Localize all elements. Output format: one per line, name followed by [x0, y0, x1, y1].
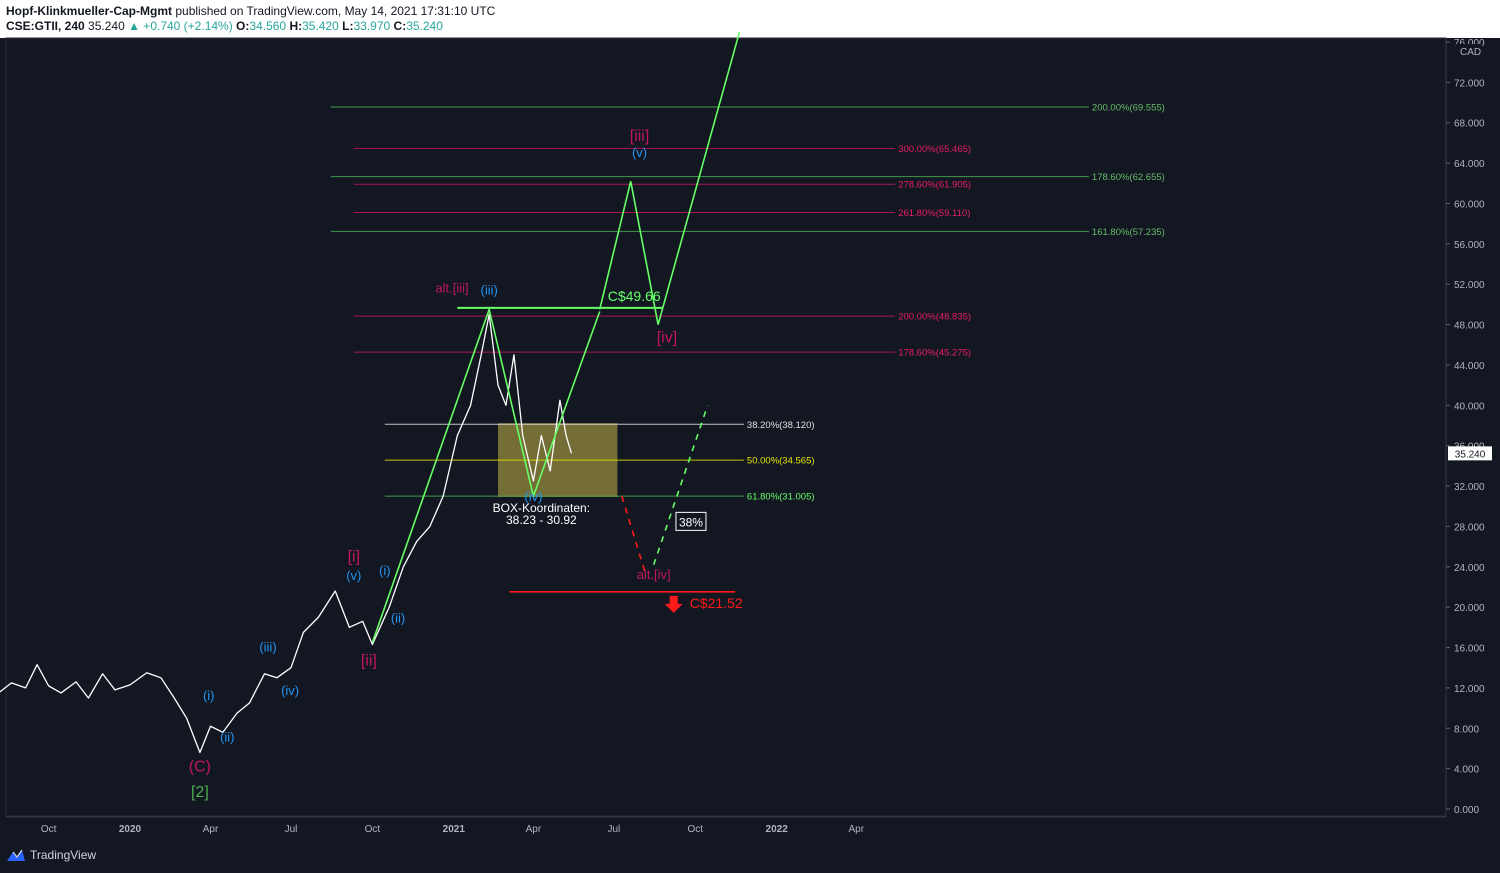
fib-level-label: 200.00%(48.835) [898, 312, 971, 323]
tradingview-brand: TradingView [30, 848, 97, 862]
wave-label: alt.[iii] [435, 280, 468, 295]
y-tick-label: 56.000 [1454, 240, 1485, 251]
x-tick-label: Oct [41, 824, 57, 835]
arrow-down-icon [664, 595, 683, 613]
x-tick-label: Oct [365, 824, 381, 835]
wave-label: [i] [348, 549, 360, 566]
x-tick-label: Jul [285, 824, 298, 835]
fib-level-label: 161.80%(57.235) [1092, 227, 1165, 238]
fib-level-label: 300.00%(65.465) [898, 144, 971, 155]
fib-level-label: 200.00%(69.555) [1092, 103, 1165, 114]
projection-green-dashed [652, 405, 709, 566]
fib-level-label: 50.00%(34.565) [747, 456, 815, 467]
ohlc-legend: CSE:GTII, 240 35.240 ▲ +0.740 (+2.14%) O… [6, 19, 443, 33]
low-label: L: [342, 19, 354, 33]
box-caption-range: 38.23 - 30.92 [506, 513, 577, 527]
x-tick-label: 2022 [766, 824, 789, 835]
last-price: 35.240 [88, 19, 125, 33]
y-tick-label: 8.000 [1454, 724, 1479, 735]
chart-header: Hopf-Klinkmueller-Cap-Mgmt published on … [0, 0, 1500, 38]
y-tick-label: 28.000 [1454, 522, 1485, 533]
high-label: H: [289, 19, 303, 33]
price-line [0, 313, 573, 754]
close-label: C: [393, 19, 407, 33]
wave-label: (C) [189, 759, 211, 776]
stop-label: C$21.52 [690, 595, 743, 611]
wave-label: (v) [346, 568, 361, 583]
wave-label: [iii] [630, 128, 650, 145]
published-text: published on TradingView.com, May 14, 20… [175, 4, 496, 18]
close-value: 35.240 [406, 19, 443, 33]
projection-red-dashed [621, 495, 646, 573]
y-tick-label: 48.000 [1454, 321, 1485, 332]
plot-area [5, 37, 1447, 817]
y-tick-label: 64.000 [1454, 159, 1485, 170]
y-tick-label: 16.000 [1454, 644, 1485, 655]
fib-level-label: 278.60%(61.905) [898, 180, 971, 191]
target-label: C$49.66 [608, 288, 661, 304]
fib-level-label: 178.60%(45.275) [898, 348, 971, 359]
last-price-marker [1448, 446, 1492, 461]
wave-label: (v) [632, 145, 647, 160]
tradingview-logo[interactable]: TradingView [6, 848, 96, 862]
x-tick-label: Apr [526, 824, 542, 835]
wave-label: [2] [191, 784, 209, 801]
open-label: O: [236, 19, 250, 33]
wave-label: (iii) [480, 282, 497, 297]
wave-label: (iv) [281, 683, 299, 698]
author-name[interactable]: Hopf-Klinkmueller-Cap-Mgmt [6, 4, 172, 18]
x-tick-label: Apr [848, 824, 864, 835]
open-value: 34.560 [249, 19, 287, 33]
wave-label: alt.[iv] [637, 567, 671, 582]
y-tick-label: 12.000 [1454, 684, 1485, 695]
x-tick-label: Apr [203, 824, 219, 835]
wave-label: [ii] [361, 653, 377, 670]
x-tick-label: Oct [687, 824, 703, 835]
wave-label: [iv] [657, 330, 677, 347]
y-tick-label: 52.000 [1454, 280, 1485, 291]
symbol-label[interactable]: CSE:GTII, 240 [6, 19, 85, 33]
low-value: 33.970 [353, 19, 391, 33]
y-tick-label: 4.000 [1454, 765, 1479, 776]
y-tick-label: 72.000 [1454, 78, 1485, 89]
x-tick-label: Jul [607, 824, 620, 835]
y-tick-label: 44.000 [1454, 361, 1485, 372]
wave-label: (ii) [391, 610, 405, 625]
y-tick-label: 24.000 [1454, 563, 1485, 574]
currency-label: CAD [1460, 47, 1481, 58]
x-tick-label: 2020 [119, 824, 142, 835]
wave-label: (iii) [259, 640, 276, 655]
x-tick-label: 2021 [443, 824, 466, 835]
fib-level-label: 261.80%(59.110) [898, 208, 970, 219]
percent-badge-label: 38% [679, 515, 703, 529]
last-price-marker-label: 35.240 [1455, 449, 1486, 460]
tradingview-logo-icon [7, 849, 25, 861]
y-tick-label: 20.000 [1454, 603, 1485, 614]
chart-footer [0, 843, 1500, 873]
projection-green-path-2 [598, 31, 741, 325]
wave-label: (iv) [524, 489, 542, 504]
high-value: 35.420 [302, 19, 339, 33]
price-change: ▲ +0.740 (+2.14%) [128, 19, 233, 33]
y-tick-label: 68.000 [1454, 119, 1485, 130]
percent-badge [675, 511, 707, 531]
y-tick-label: 40.000 [1454, 401, 1485, 412]
publish-info: Hopf-Klinkmueller-Cap-Mgmt published on … [6, 4, 495, 18]
fib-level-label: 61.80%(31.005) [747, 492, 815, 503]
y-tick-label: 0.000 [1454, 805, 1479, 816]
projection-green-path [371, 306, 601, 643]
y-tick-label: 32.000 [1454, 482, 1485, 493]
wave-label: (i) [379, 563, 391, 578]
fib-level-label: 38.20%(38.120) [747, 420, 815, 431]
wave-label: (i) [203, 688, 215, 703]
y-tick-label: 60.000 [1454, 199, 1485, 210]
wave-label: (ii) [220, 729, 234, 744]
y-tick-label: 76.000 [1454, 38, 1485, 49]
fib-level-label: 178.60%(62.655) [1092, 172, 1165, 183]
box-caption-title: BOX-Koordinaten: [493, 501, 590, 515]
currency-badge [1456, 44, 1482, 58]
